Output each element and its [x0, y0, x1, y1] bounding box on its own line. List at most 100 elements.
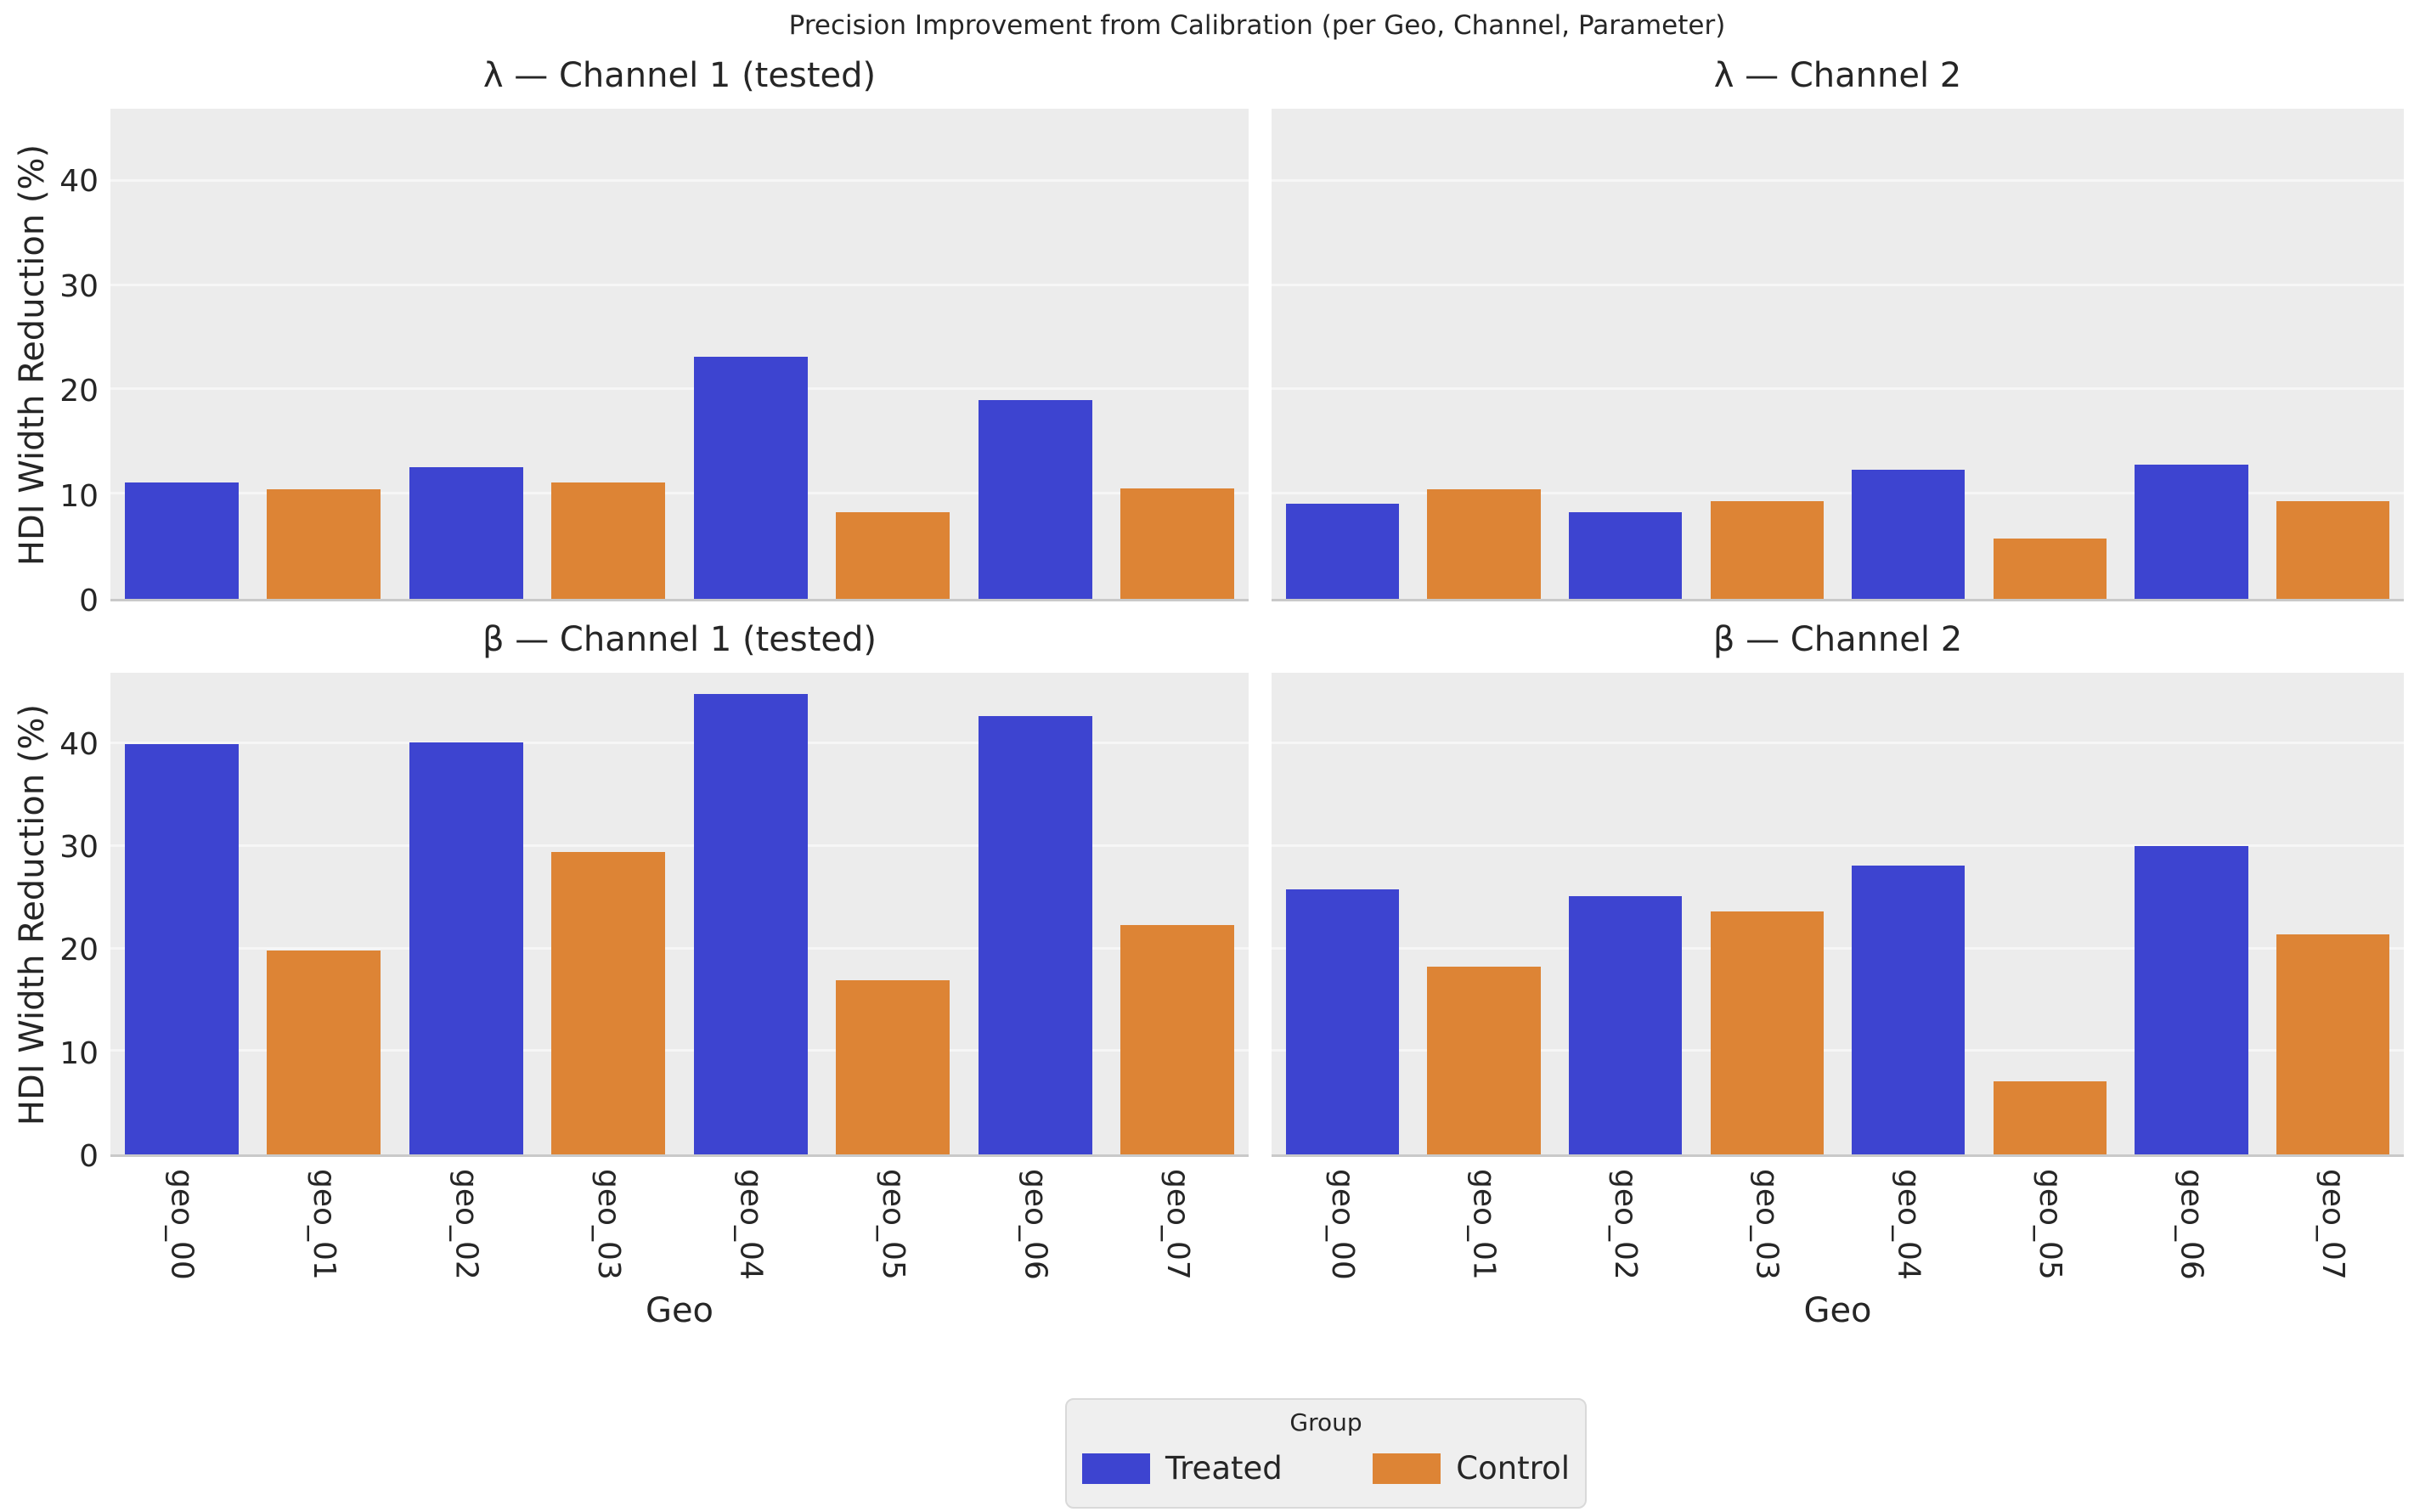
plot-area-beta-channel-1 [110, 673, 1249, 1157]
gridline-y-10 [1272, 492, 2404, 495]
bar-geo_01-control [1427, 967, 1541, 1154]
bar-geo_03-control [551, 482, 666, 599]
legend-swatch-control [1373, 1453, 1441, 1484]
gridline-y-10 [110, 492, 1249, 495]
gridline-y-30 [110, 283, 1249, 286]
subplot-title-lambda-channel-2: λ — Channel 2 [1713, 56, 1962, 95]
legend-items: Treated Control [1067, 1450, 1585, 1487]
x-tick-geo_00: geo_00 [1324, 1169, 1360, 1280]
gridline-y-30 [1272, 844, 2404, 848]
gridline-y-20 [1272, 946, 2404, 950]
gridline-y-30 [110, 844, 1249, 848]
gridline-y-20 [1272, 387, 2404, 391]
bar-geo_07-control [1120, 488, 1235, 599]
y-axis-label-row2: HDI Width Reduction (%) [13, 703, 52, 1126]
subplot-beta-channel-1: β — Channel 1 (tested) Geo 0 10 20 30 40 geo_… [59, 620, 1249, 1330]
x-tick-geo_05: geo_05 [2032, 1169, 2067, 1280]
legend-swatch-treated [1082, 1453, 1150, 1484]
y-tick-30: 30 [59, 830, 99, 866]
x-tick-geo_03: geo_03 [590, 1169, 626, 1280]
legend-label-control: Control [1456, 1450, 1570, 1487]
bar-geo_05-control [836, 979, 950, 1154]
y-tick-20: 20 [59, 374, 99, 409]
bar-geo_02-treated [1568, 512, 1683, 599]
gridline-y-30 [1272, 283, 2404, 286]
y-tick-0: 0 [79, 1139, 99, 1174]
bar-geo_02-treated [409, 742, 523, 1154]
subplot-lambda-channel-1: λ — Channel 1 (tested) 0 10 20 30 40 [59, 56, 1249, 618]
bar-geo_01-control [267, 489, 381, 599]
x-tick-geo_01: geo_01 [306, 1169, 341, 1280]
x-tick-geo_04: geo_04 [1891, 1169, 1926, 1280]
x-tick-geo_06: geo_06 [2174, 1169, 2209, 1280]
y-tick-0: 0 [79, 584, 99, 618]
bar-geo_04-treated [693, 694, 808, 1154]
bar-geo_05-control [1993, 538, 2107, 599]
plot-area-lambda-channel-1 [110, 109, 1249, 601]
subplot-title-lambda-channel-1: λ — Channel 1 (tested) [482, 56, 877, 95]
legend-item-control: Control [1373, 1450, 1570, 1487]
subplot-title-beta-channel-1: β — Channel 1 (tested) [482, 620, 877, 659]
x-tick-geo_01: geo_01 [1466, 1169, 1502, 1280]
bar-geo_02-treated [1568, 896, 1683, 1154]
y-tick-30: 30 [59, 268, 99, 304]
bar-geo_07-control [1120, 924, 1235, 1154]
x-axis-label-left: Geo [645, 1291, 714, 1330]
bar-geo_03-control [551, 852, 666, 1154]
y-tick-10: 10 [59, 478, 99, 514]
x-tick-geo_07: geo_07 [2315, 1169, 2351, 1280]
plot-area-beta-channel-2 [1272, 673, 2404, 1157]
x-tick-geo_05: geo_05 [875, 1169, 911, 1280]
bar-geo_06-treated [2135, 464, 2248, 599]
x-tick-geo_00: geo_00 [164, 1169, 200, 1280]
legend: Group Treated Control [1065, 1398, 1587, 1509]
subplot-title-beta-channel-2: β — Channel 2 [1712, 620, 1963, 659]
bar-geo_00-treated [124, 744, 239, 1154]
subplot-beta-channel-2: β — Channel 2 Geo geo_00 geo_01 geo_02 geo_… [1272, 620, 2404, 1330]
legend-title: Group [1289, 1408, 1362, 1436]
x-tick-geo_02: geo_02 [448, 1169, 484, 1280]
bar-geo_07-control [2276, 500, 2390, 599]
bar-geo_07-control [2276, 934, 2390, 1154]
gridline-y-20 [110, 387, 1249, 391]
x-tick-geo_04: geo_04 [733, 1169, 769, 1280]
bar-geo_01-control [267, 950, 381, 1154]
bar-geo_03-control [1710, 911, 1824, 1154]
subplot-lambda-channel-2: λ — Channel 2 [1272, 56, 2404, 601]
bar-geo_03-control [1710, 500, 1824, 599]
legend-label-treated: Treated [1165, 1450, 1283, 1487]
gridline-y-40 [110, 742, 1249, 745]
gridline-y-10 [1272, 1049, 2404, 1052]
y-tick-10: 10 [59, 1035, 99, 1071]
bar-geo_00-treated [124, 482, 239, 599]
y-tick-20: 20 [59, 933, 99, 968]
y-tick-40: 40 [59, 164, 99, 200]
bar-geo_00-treated [1285, 504, 1399, 599]
bar-geo_06-treated [2135, 845, 2248, 1154]
plot-area-lambda-channel-2 [1272, 109, 2404, 601]
legend-item-treated: Treated [1082, 1450, 1283, 1487]
bar-geo_04-treated [1852, 865, 1966, 1154]
x-axis-label-right: Geo [1803, 1291, 1872, 1330]
figure-title: Precision Improvement from Calibration (… [788, 10, 1726, 41]
gridline-y-40 [1272, 742, 2404, 745]
x-tick-geo_06: geo_06 [1018, 1169, 1053, 1280]
bar-geo_04-treated [1852, 469, 1966, 599]
y-tick-40: 40 [59, 726, 99, 762]
bar-geo_05-control [1993, 1081, 2107, 1154]
y-axis-label-row1: HDI Width Reduction (%) [13, 144, 52, 567]
bar-geo_05-control [836, 512, 950, 599]
gridline-y-40 [1272, 178, 2404, 182]
gridline-y-40 [110, 178, 1249, 182]
bar-geo_01-control [1427, 489, 1541, 599]
gridline-y-10 [110, 1049, 1249, 1052]
bar-geo_06-treated [978, 715, 1092, 1154]
gridline-y-20 [110, 946, 1249, 950]
x-tick-geo_07: geo_07 [1159, 1169, 1195, 1280]
bar-geo_04-treated [693, 357, 808, 599]
x-tick-geo_02: geo_02 [1608, 1169, 1644, 1280]
bar-geo_06-treated [978, 399, 1092, 599]
bar-geo_00-treated [1285, 889, 1399, 1154]
bar-geo_02-treated [409, 467, 523, 599]
